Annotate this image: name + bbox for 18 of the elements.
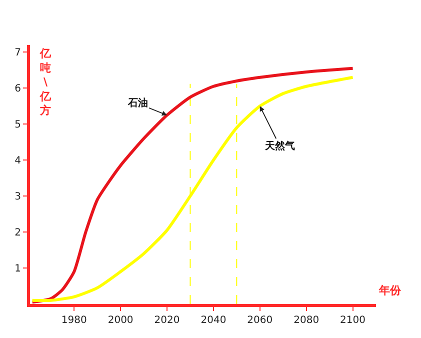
y-axis-title: 亿吨\亿方: [39, 47, 52, 118]
x-tick-label: 2100: [340, 315, 366, 326]
y-tick-label: 5: [14, 120, 21, 131]
x-tick-label: 1980: [61, 315, 87, 326]
series-label: 石油: [127, 97, 148, 109]
y-tick-label: 2: [14, 228, 21, 239]
y-tick-label: 7: [14, 48, 21, 59]
x-tick-label: 2020: [154, 315, 180, 326]
y-tick-label: 1: [14, 264, 21, 275]
x-tick-label: 2060: [247, 315, 273, 326]
y-tick-label: 3: [14, 192, 21, 203]
x-tick-label: 2000: [108, 315, 134, 326]
x-axis-title: 年份: [378, 284, 402, 297]
x-tick-label: 2040: [200, 315, 226, 326]
text: 天然气: [264, 140, 295, 152]
x-tick-label: 2080: [294, 315, 320, 326]
y-tick-label: 4: [14, 156, 21, 167]
y-tick-label: 6: [14, 84, 21, 95]
